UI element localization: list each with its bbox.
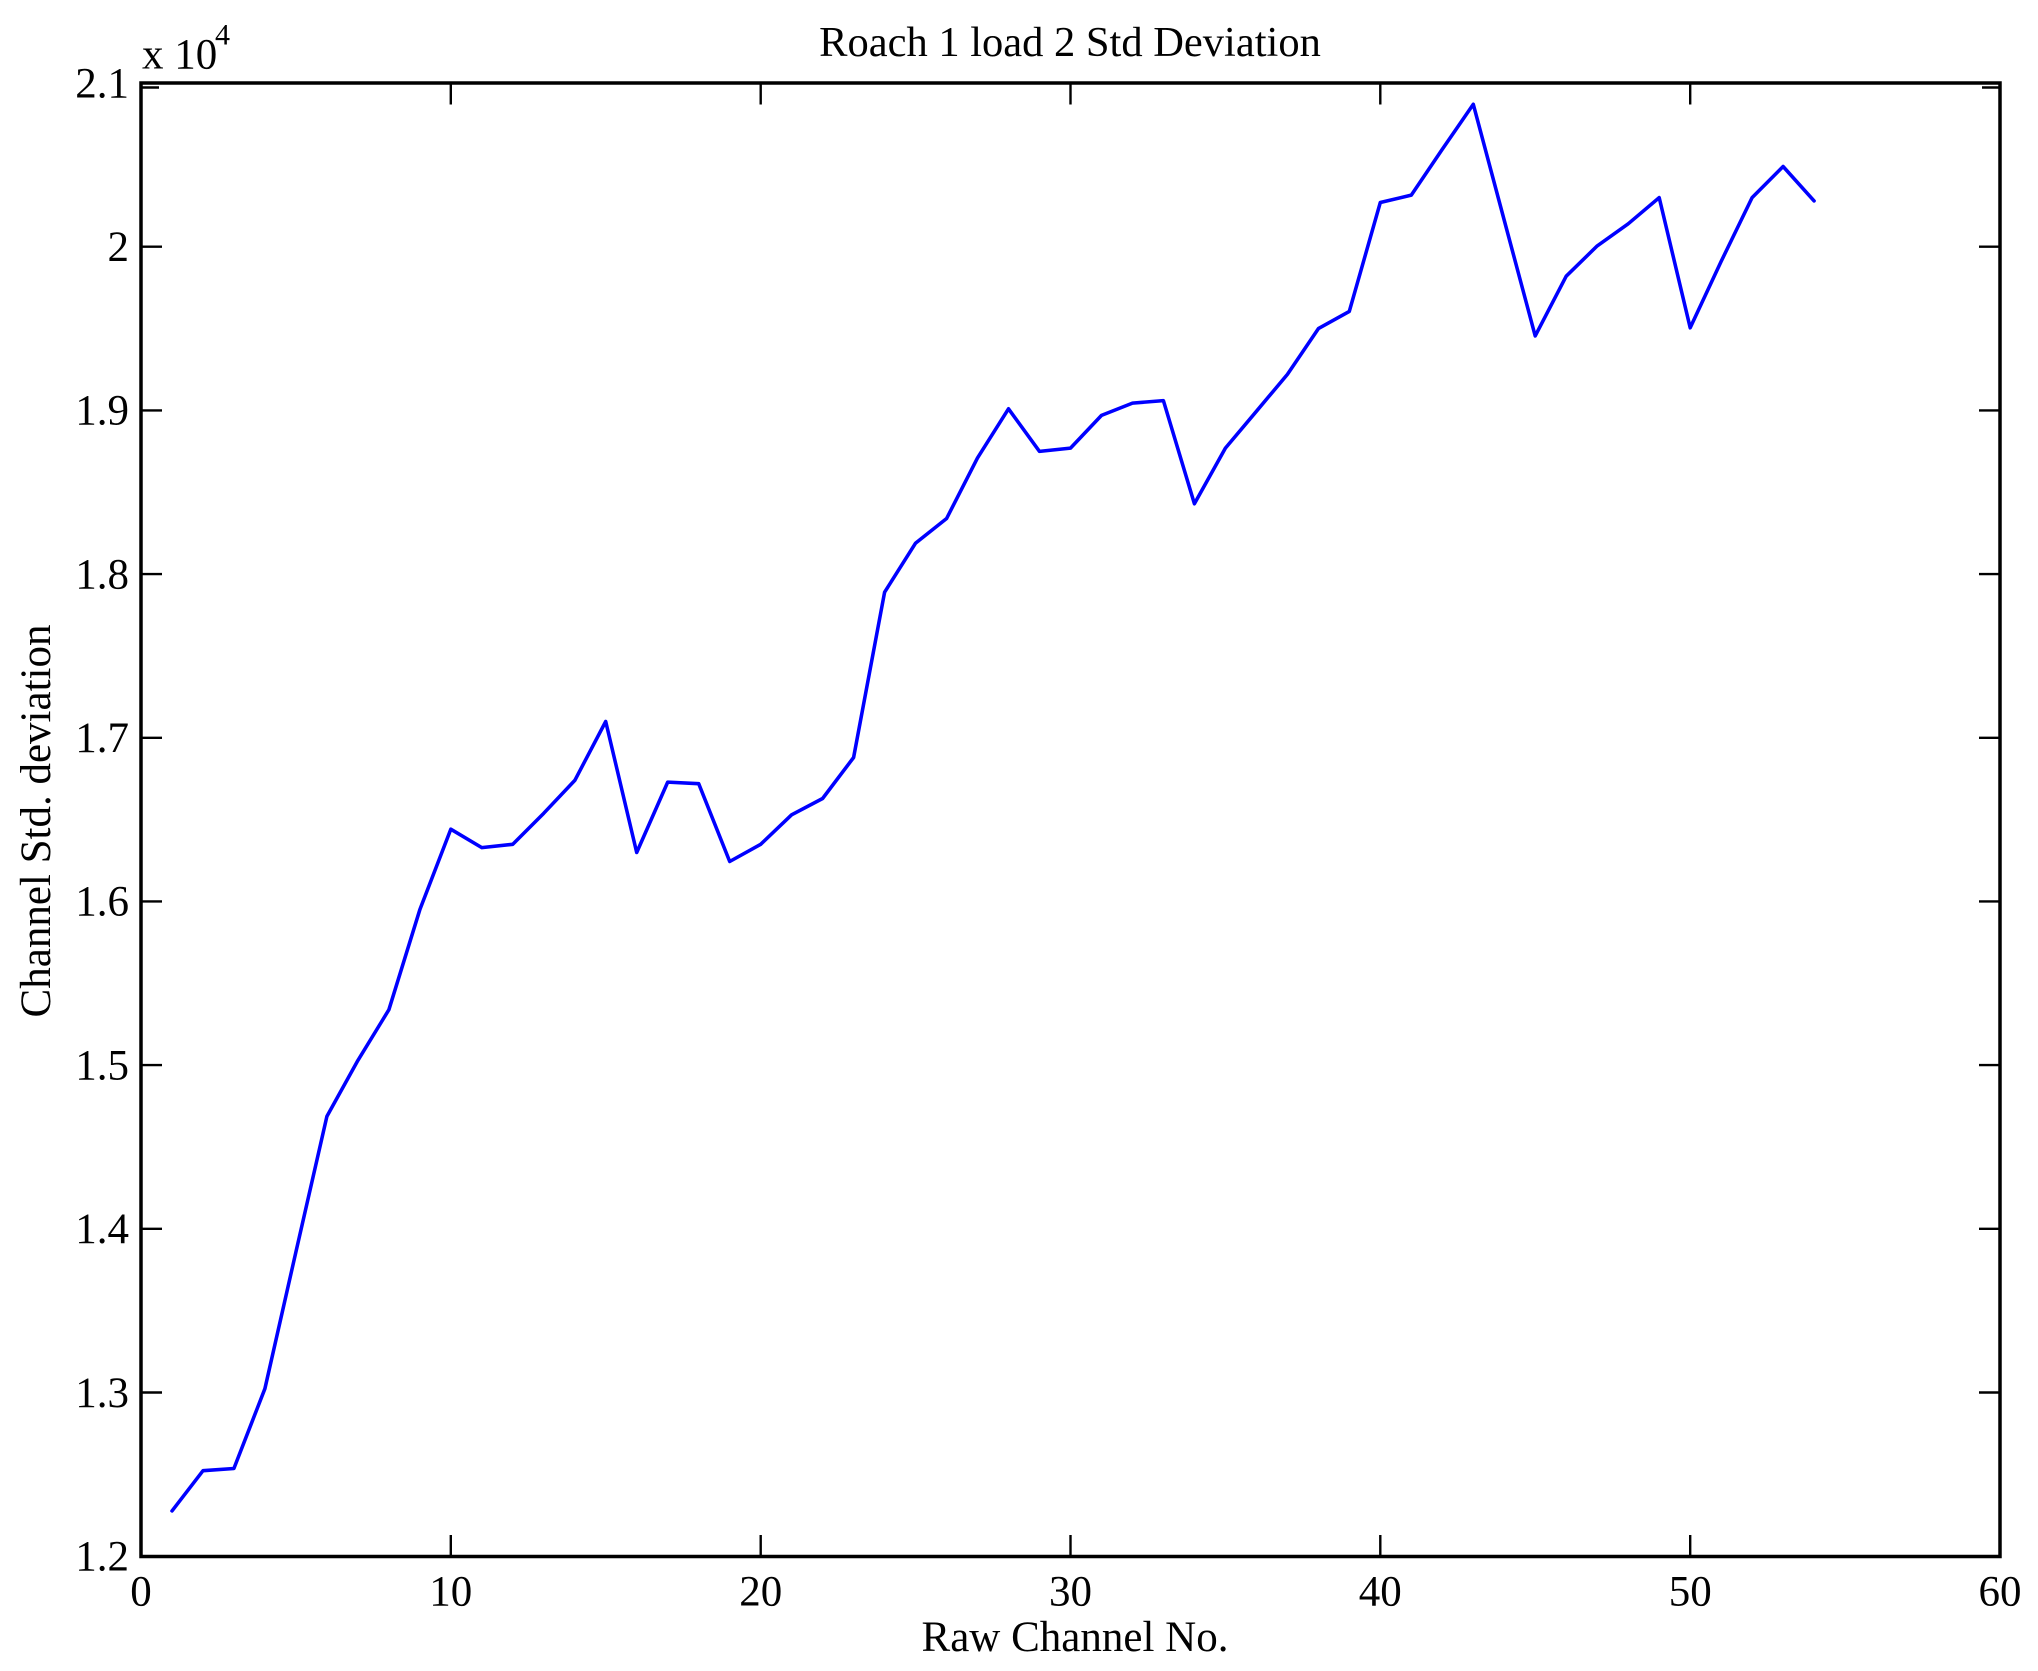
svg-text:1.8: 1.8 [75,551,129,598]
svg-text:60: 60 [1979,1569,2022,1616]
svg-text:2: 2 [108,224,130,271]
svg-text:2.1: 2.1 [75,60,129,107]
svg-text:Channel Std. deviation: Channel Std. deviation [13,625,60,1018]
svg-text:40: 40 [1359,1569,1402,1616]
svg-text:1.3: 1.3 [75,1370,129,1417]
svg-text:4: 4 [215,19,230,52]
svg-text:x 10: x 10 [142,32,217,79]
svg-text:Raw Channel No.: Raw Channel No. [922,1614,1229,1661]
svg-text:1.5: 1.5 [75,1042,129,1089]
svg-text:0: 0 [130,1569,152,1616]
svg-text:1.9: 1.9 [75,388,129,435]
svg-text:1.4: 1.4 [75,1206,129,1253]
svg-text:30: 30 [1049,1569,1092,1616]
svg-text:1.6: 1.6 [75,879,129,926]
svg-text:50: 50 [1669,1569,1712,1616]
svg-text:20: 20 [739,1569,782,1616]
svg-text:Roach 1 load 2 Std Deviation: Roach 1 load 2 Std Deviation [819,19,1321,66]
svg-text:10: 10 [429,1569,472,1616]
svg-text:1.7: 1.7 [75,715,129,762]
svg-text:1.2: 1.2 [75,1534,129,1581]
